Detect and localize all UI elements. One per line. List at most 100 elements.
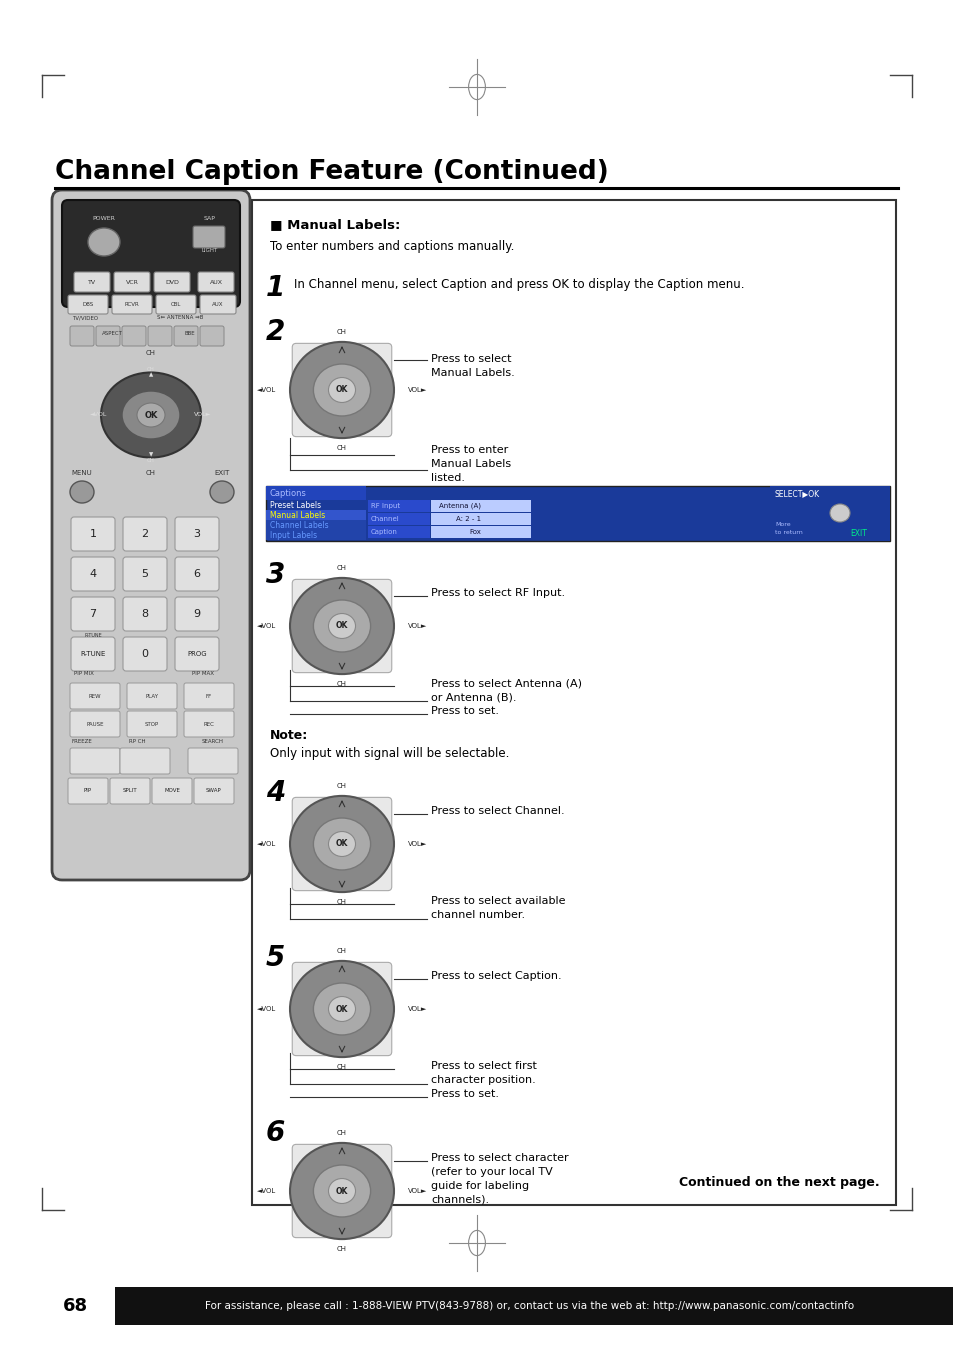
- Ellipse shape: [290, 961, 394, 1056]
- Text: CH: CH: [336, 948, 347, 954]
- Bar: [266, 509, 366, 520]
- Text: Manual Labels.: Manual Labels.: [431, 367, 515, 378]
- Ellipse shape: [829, 504, 849, 521]
- Text: OK: OK: [335, 1186, 348, 1196]
- Bar: [431, 526, 531, 538]
- FancyBboxPatch shape: [120, 748, 170, 774]
- Ellipse shape: [328, 997, 355, 1021]
- Text: PAUSE: PAUSE: [86, 721, 104, 727]
- Text: TV: TV: [88, 280, 96, 285]
- Text: EXIT: EXIT: [849, 528, 866, 538]
- Text: VOL►: VOL►: [408, 623, 427, 630]
- Ellipse shape: [314, 600, 370, 653]
- Text: VOL►: VOL►: [408, 1188, 427, 1194]
- FancyBboxPatch shape: [74, 272, 110, 292]
- FancyBboxPatch shape: [71, 597, 115, 631]
- Text: SELECT▶OK: SELECT▶OK: [774, 489, 820, 499]
- Bar: [431, 513, 531, 526]
- Text: Press to select character: Press to select character: [431, 1152, 568, 1163]
- FancyBboxPatch shape: [184, 711, 233, 738]
- Text: CH: CH: [336, 1246, 347, 1252]
- Text: CH: CH: [146, 470, 156, 476]
- Text: CH: CH: [336, 565, 347, 571]
- Text: REW: REW: [89, 693, 101, 698]
- Ellipse shape: [328, 377, 355, 403]
- Text: Channel: Channel: [371, 516, 399, 521]
- FancyBboxPatch shape: [123, 517, 167, 551]
- Text: OK: OK: [335, 621, 348, 631]
- Bar: [431, 500, 531, 512]
- Text: Press to select Caption.: Press to select Caption.: [431, 971, 561, 981]
- Text: 6: 6: [266, 1119, 285, 1147]
- Text: PROG: PROG: [187, 651, 207, 657]
- Text: Press to set.: Press to set.: [431, 1089, 498, 1098]
- Text: REC: REC: [203, 721, 214, 727]
- Text: 5: 5: [266, 944, 285, 971]
- Text: (refer to your local TV: (refer to your local TV: [431, 1167, 552, 1177]
- Text: 2: 2: [141, 530, 149, 539]
- FancyBboxPatch shape: [148, 326, 172, 346]
- Text: Press to select: Press to select: [431, 354, 511, 363]
- Bar: [266, 486, 366, 500]
- Text: Manual Labels: Manual Labels: [431, 459, 511, 469]
- Text: POWER: POWER: [92, 216, 115, 222]
- Text: To enter numbers and captions manually.: To enter numbers and captions manually.: [270, 240, 514, 253]
- Text: CH: CH: [336, 444, 347, 451]
- Text: ◄VOL: ◄VOL: [256, 1006, 275, 1012]
- Text: ◄VOL: ◄VOL: [256, 623, 275, 630]
- FancyBboxPatch shape: [184, 684, 233, 709]
- FancyBboxPatch shape: [200, 295, 235, 313]
- Text: Caption: Caption: [371, 530, 397, 535]
- Text: 4: 4: [266, 780, 285, 807]
- Text: S⇐ ANTENNA ⇒B: S⇐ ANTENNA ⇒B: [157, 315, 203, 320]
- Text: 0: 0: [141, 648, 149, 659]
- Text: PLAY: PLAY: [146, 693, 158, 698]
- Bar: [368, 500, 430, 512]
- Text: R-TUNE: R-TUNE: [80, 651, 106, 657]
- Text: FREEZE: FREEZE: [71, 739, 92, 744]
- Text: PIP MIX: PIP MIX: [74, 671, 93, 676]
- FancyBboxPatch shape: [292, 962, 392, 1055]
- FancyBboxPatch shape: [96, 326, 120, 346]
- Text: 9: 9: [193, 609, 200, 619]
- Text: Continued on the next page.: Continued on the next page.: [679, 1175, 879, 1189]
- Text: 68: 68: [62, 1297, 88, 1315]
- Text: VCR: VCR: [126, 280, 138, 285]
- Text: Input Labels: Input Labels: [270, 531, 316, 539]
- Text: VOL►: VOL►: [408, 842, 427, 847]
- Text: Channel Labels: Channel Labels: [270, 520, 328, 530]
- Text: STOP: STOP: [145, 721, 159, 727]
- FancyBboxPatch shape: [292, 343, 392, 436]
- FancyBboxPatch shape: [174, 597, 219, 631]
- Ellipse shape: [101, 373, 201, 458]
- Text: OK: OK: [335, 385, 348, 394]
- Text: 6: 6: [193, 569, 200, 580]
- Bar: [252, 200, 895, 1205]
- Text: EXIT: EXIT: [214, 470, 230, 476]
- Text: AUX: AUX: [210, 280, 222, 285]
- Text: RCVR: RCVR: [125, 301, 139, 307]
- FancyBboxPatch shape: [188, 748, 237, 774]
- Text: Preset Labels: Preset Labels: [270, 500, 321, 509]
- Text: PIP: PIP: [84, 789, 92, 793]
- FancyBboxPatch shape: [173, 326, 198, 346]
- Ellipse shape: [314, 363, 370, 416]
- Ellipse shape: [122, 390, 180, 439]
- Ellipse shape: [314, 984, 370, 1035]
- Ellipse shape: [88, 228, 120, 255]
- Text: DBS: DBS: [82, 301, 93, 307]
- Text: 3: 3: [266, 561, 285, 589]
- Text: Press to select available: Press to select available: [431, 896, 565, 907]
- FancyBboxPatch shape: [71, 557, 115, 590]
- Ellipse shape: [137, 403, 165, 427]
- Text: CH: CH: [336, 681, 347, 686]
- Text: PIP MAX: PIP MAX: [192, 671, 213, 676]
- Text: OK: OK: [335, 1005, 348, 1013]
- Text: SWAP: SWAP: [206, 789, 222, 793]
- Text: 3: 3: [193, 530, 200, 539]
- FancyBboxPatch shape: [71, 638, 115, 671]
- FancyBboxPatch shape: [113, 272, 150, 292]
- FancyBboxPatch shape: [68, 295, 108, 313]
- Ellipse shape: [70, 481, 94, 503]
- Bar: [115, 1288, 953, 1325]
